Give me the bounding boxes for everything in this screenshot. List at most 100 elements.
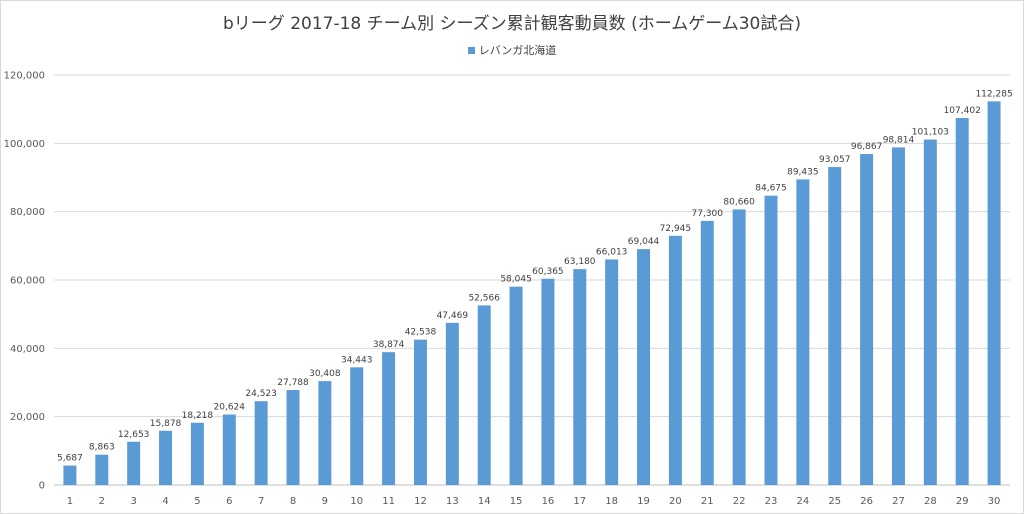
y-tick-label: 120,000 xyxy=(4,71,45,82)
x-tick-label: 21 xyxy=(701,496,714,507)
data-label: 18,218 xyxy=(182,411,214,421)
legend-swatch xyxy=(467,47,475,54)
bar xyxy=(254,401,268,485)
x-tick-label: 12 xyxy=(414,496,427,507)
x-tick-label: 22 xyxy=(733,496,746,507)
bar xyxy=(190,422,204,485)
bar xyxy=(732,209,746,485)
x-tick-label: 11 xyxy=(382,496,395,507)
y-tick-label: 0 xyxy=(39,481,45,492)
bar xyxy=(796,179,810,485)
data-label: 60,365 xyxy=(532,267,564,277)
bar xyxy=(127,441,141,485)
data-label: 47,469 xyxy=(437,311,469,321)
data-label: 42,538 xyxy=(405,328,437,338)
x-tick-label: 30 xyxy=(988,496,1001,507)
bar xyxy=(286,390,300,485)
bar xyxy=(445,322,459,485)
data-label: 101,103 xyxy=(912,128,949,138)
bar xyxy=(573,269,587,485)
bar xyxy=(637,249,651,485)
data-label: 89,435 xyxy=(787,167,819,177)
bar xyxy=(63,465,77,485)
x-tick-label: 26 xyxy=(860,496,873,507)
data-label: 20,624 xyxy=(214,403,246,413)
data-label: 69,044 xyxy=(628,237,660,247)
legend: レバンガ北海道 xyxy=(1,42,1023,58)
data-label: 15,878 xyxy=(150,419,182,429)
bar xyxy=(955,118,969,486)
x-tick-label: 7 xyxy=(258,496,264,507)
data-label: 98,814 xyxy=(883,135,915,145)
x-tick-label: 25 xyxy=(828,496,841,507)
bar xyxy=(318,381,332,485)
data-label: 30,408 xyxy=(309,369,341,379)
chart-title: bリーグ 2017-18 チーム別 シーズン累計観客動員数 (ホームゲーム30試… xyxy=(223,14,801,34)
bar xyxy=(509,286,523,485)
x-tick-label: 3 xyxy=(130,496,136,507)
x-tick-label: 13 xyxy=(446,496,459,507)
data-label: 107,402 xyxy=(944,106,981,116)
bar xyxy=(541,278,555,485)
bar xyxy=(477,305,491,485)
x-tick-label: 20 xyxy=(669,496,682,507)
x-tick-label: 18 xyxy=(605,496,618,507)
bar xyxy=(700,220,714,485)
x-tick-label: 6 xyxy=(226,496,232,507)
bar xyxy=(987,101,1001,485)
bar xyxy=(828,167,842,486)
data-label: 77,300 xyxy=(692,209,724,219)
data-label: 93,057 xyxy=(819,155,851,165)
x-tick-label: 14 xyxy=(478,496,491,507)
x-tick-label: 29 xyxy=(956,496,969,507)
x-tick-label: 10 xyxy=(350,496,363,507)
y-tick-label: 40,000 xyxy=(10,344,45,355)
bar xyxy=(95,454,109,485)
x-tick-label: 17 xyxy=(573,496,586,507)
bar xyxy=(923,139,937,485)
data-label: 27,788 xyxy=(277,378,309,388)
data-label: 112,285 xyxy=(975,89,1012,99)
bar xyxy=(159,430,173,485)
y-tick-label: 100,000 xyxy=(4,139,45,150)
data-label: 84,675 xyxy=(755,184,787,194)
legend-label: レバンガ北海道 xyxy=(478,44,557,57)
x-tick-label: 15 xyxy=(510,496,523,507)
x-tick-label: 28 xyxy=(924,496,937,507)
data-label: 72,945 xyxy=(660,224,692,234)
x-tick-label: 5 xyxy=(194,496,200,507)
x-tick-label: 9 xyxy=(322,496,328,507)
x-tick-label: 19 xyxy=(637,496,650,507)
x-tick-label: 2 xyxy=(99,496,105,507)
x-tick-label: 24 xyxy=(796,496,809,507)
bar xyxy=(891,147,905,485)
data-label: 63,180 xyxy=(564,257,596,267)
x-tick-label: 8 xyxy=(290,496,296,507)
bar xyxy=(605,259,619,485)
x-tick-label: 23 xyxy=(765,496,778,507)
y-tick-label: 80,000 xyxy=(10,207,45,218)
x-tick-label: 16 xyxy=(542,496,555,507)
bar xyxy=(413,339,427,485)
x-tick-label: 4 xyxy=(162,496,168,507)
data-label: 5,687 xyxy=(57,454,83,464)
x-tick-label: 27 xyxy=(892,496,905,507)
bar xyxy=(860,154,874,485)
data-label: 66,013 xyxy=(596,247,628,257)
data-label: 38,874 xyxy=(373,340,405,350)
bar xyxy=(382,352,396,485)
data-label: 8,863 xyxy=(89,443,115,453)
bar xyxy=(764,195,778,485)
y-tick-label: 20,000 xyxy=(10,412,45,423)
y-tick-label: 60,000 xyxy=(10,276,45,287)
data-label: 52,566 xyxy=(468,293,500,303)
bar xyxy=(350,367,364,485)
data-label: 24,523 xyxy=(245,389,277,399)
data-label: 58,045 xyxy=(500,275,532,285)
x-tick-label: 1 xyxy=(67,496,73,507)
data-label: 12,653 xyxy=(118,430,150,440)
bar xyxy=(668,235,682,485)
data-label: 96,867 xyxy=(851,142,883,152)
